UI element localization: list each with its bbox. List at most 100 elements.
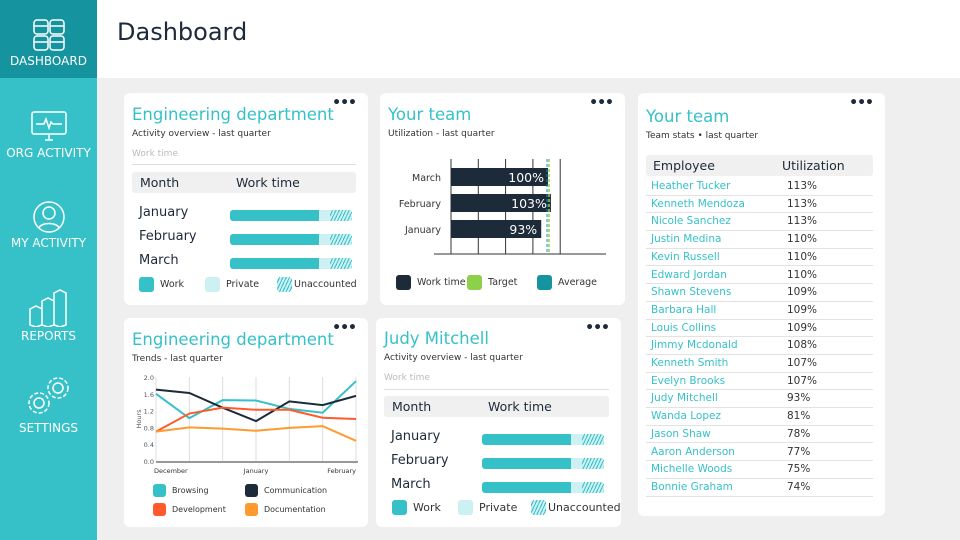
employee-name-link[interactable]: Michelle Woods	[651, 463, 733, 476]
series-line-communication	[155, 388, 357, 423]
sidebar-item-settings[interactable]: SETTINGS	[0, 375, 97, 435]
card-subtitle: Trends - last quarter	[132, 354, 223, 364]
table-row[interactable]: Kevin Russell 110%	[646, 249, 873, 267]
bar	[451, 220, 542, 238]
card-subtitle: Activity overview - last quarter	[132, 129, 271, 139]
employee-name-link[interactable]: Evelyn Brooks	[651, 374, 726, 387]
employee-name-link[interactable]: Louis Collins	[651, 321, 717, 334]
table-row[interactable]: Edward Jordan 110%	[646, 267, 873, 285]
table-row[interactable]: Wanda Lopez 81%	[646, 408, 873, 426]
table-row[interactable]: Judy Mitchell 93%	[646, 390, 873, 409]
more-options-button[interactable]: •••	[585, 320, 610, 336]
table-row[interactable]: Bonnie Graham 74%	[646, 479, 873, 497]
employee-name-link[interactable]: Justin Medina	[651, 233, 722, 246]
sidebar-item-reports[interactable]: REPORTS	[0, 287, 97, 343]
unaccounted-segment	[330, 234, 352, 245]
month-row: March	[391, 477, 609, 497]
employee-name-link[interactable]: Kenneth Mendoza	[651, 197, 745, 210]
employee-name-link[interactable]: Barbara Hall	[651, 303, 717, 316]
legend-communication: Communication	[245, 484, 327, 497]
table-row[interactable]: Kenneth Mendoza 113%	[646, 196, 873, 214]
unaccounted-segment	[330, 258, 352, 269]
month-label: March	[391, 477, 431, 492]
utilization-value: 75%	[787, 463, 811, 476]
utilization-value: 107%	[787, 357, 818, 369]
table-row[interactable]: Shawn Stevens 109%	[646, 284, 873, 302]
employee-name-link[interactable]: Bonnie Graham	[651, 480, 733, 493]
legend-label: Development	[172, 505, 226, 514]
legend-browsing: Browsing	[153, 484, 209, 497]
category-label: February	[399, 199, 441, 210]
employee-name-link[interactable]: Jason Shaw	[651, 427, 711, 440]
work-time-bar	[230, 234, 352, 245]
bar-chart-3d-icon	[28, 289, 67, 327]
utilization-value: 74%	[787, 480, 811, 493]
work-time-bar	[230, 210, 352, 221]
data-label: 93%	[509, 222, 537, 237]
legend-label: Work	[413, 501, 441, 514]
employee-name-link[interactable]: Edward Jordan	[651, 268, 727, 281]
utilization-value: 110%	[787, 233, 818, 246]
sidebar-item-label: ORG ACTIVITY	[6, 146, 91, 160]
card-title: Your team	[646, 107, 730, 126]
more-options-button[interactable]: •••	[589, 95, 614, 111]
work-time-bar	[482, 482, 604, 493]
sidebar-item-label: MY ACTIVITY	[10, 236, 87, 250]
y-tick-label: 0.0	[144, 458, 154, 466]
table-row[interactable]: Kenneth Smith 107%	[646, 355, 873, 373]
more-options-button[interactable]: •••	[332, 320, 357, 336]
table-row[interactable]: Barbara Hall 109%	[646, 302, 873, 320]
table-row[interactable]: Michelle Woods 75%	[646, 461, 873, 479]
series-line-browsing	[155, 380, 357, 420]
employee-name-link[interactable]: Shawn Stevens	[651, 286, 732, 299]
engineering-activity-card: ••• Engineering department Activity over…	[124, 93, 368, 305]
legend-label: Unaccounted	[548, 501, 621, 514]
unaccounted-segment	[582, 458, 604, 469]
utilization-value: 109%	[787, 321, 818, 334]
legend-work: Work	[139, 277, 184, 292]
employee-name-link[interactable]: Jimmy Mcdonald	[651, 339, 738, 352]
table-row[interactable]: Aaron Anderson 77%	[646, 444, 873, 462]
col-month: Month	[392, 399, 432, 414]
sidebar: DASHBOARD ORG ACTIVITY MY ACTIVITY REPOR…	[0, 0, 97, 540]
employee-name-link[interactable]: Wanda Lopez	[651, 410, 721, 423]
bar	[451, 194, 551, 212]
employee-name-link[interactable]: Aaron Anderson	[651, 445, 735, 458]
table-row[interactable]: Louis Collins 109%	[646, 320, 873, 338]
legend-label: Private	[226, 279, 260, 290]
work-segment	[230, 234, 320, 245]
col-work-time: Work time	[488, 399, 552, 414]
sidebar-item-dashboard[interactable]: DASHBOARD	[0, 0, 97, 78]
table-row[interactable]: Jason Shaw 78%	[646, 426, 873, 444]
table-row[interactable]: Justin Medina 110%	[646, 231, 873, 249]
sidebar-item-org-activity[interactable]: ORG ACTIVITY	[0, 110, 97, 160]
x-tick-label: February	[327, 467, 356, 475]
employee-name-link[interactable]: Heather Tucker	[651, 180, 731, 192]
utilization-value: 113%	[787, 215, 818, 228]
employee-name-link[interactable]: Judy Mitchell	[651, 392, 718, 405]
table-header: Month Work time	[132, 172, 356, 193]
work-segment	[482, 434, 572, 445]
legend-target: Target	[467, 275, 517, 290]
month-row: January	[139, 205, 356, 225]
utilization-value: 93%	[787, 392, 811, 405]
table-row[interactable]: Evelyn Brooks 107%	[646, 373, 873, 391]
legend-label: Browsing	[172, 486, 209, 495]
employee-name-link[interactable]: Kenneth Smith	[651, 357, 729, 369]
table-row[interactable]: Jimmy Mcdonald 108%	[646, 337, 873, 355]
table-row[interactable]: Heather Tucker 113%	[646, 178, 873, 196]
more-options-button[interactable]: •••	[332, 95, 357, 111]
monitor-pulse-icon	[30, 111, 67, 141]
utilization-value: 110%	[787, 250, 818, 263]
month-row: March	[139, 253, 356, 273]
employee-name-link[interactable]: Kevin Russell	[651, 250, 720, 263]
work-time-bar	[482, 434, 604, 445]
card-subtitle: Utilization - last quarter	[388, 129, 495, 139]
card-title: Judy Mitchell	[384, 329, 489, 348]
table-row[interactable]: Nicole Sanchez 113%	[646, 213, 873, 232]
employee-name-link[interactable]: Nicole Sanchez	[651, 215, 731, 228]
month-label: February	[391, 453, 449, 468]
more-options-button[interactable]: •••	[849, 95, 874, 111]
judy-activity-card: ••• Judy Mitchell Activity overview - la…	[376, 318, 621, 527]
sidebar-item-my-activity[interactable]: MY ACTIVITY	[0, 200, 97, 250]
